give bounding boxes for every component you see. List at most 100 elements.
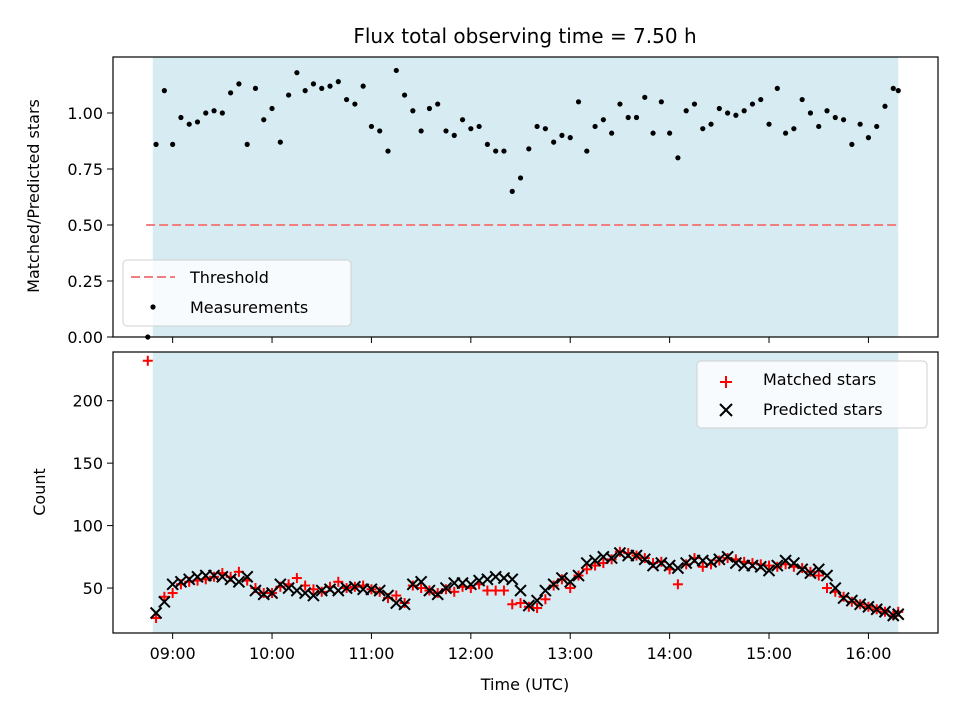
measurement-point xyxy=(824,108,830,114)
legend-threshold-label: Threshold xyxy=(189,268,269,287)
predicted-star-marker xyxy=(804,566,817,580)
predicted-star-marker xyxy=(613,546,627,560)
measurement-point xyxy=(625,114,631,121)
measurement-point xyxy=(642,94,648,100)
predicted-star-marker xyxy=(332,584,345,597)
bottom-y-axis-label: Count xyxy=(30,468,49,516)
measurement-point xyxy=(468,126,474,132)
measurement-point xyxy=(766,121,772,127)
measurement-point xyxy=(534,123,540,130)
predicted-star-marker xyxy=(605,551,618,565)
predicted-star-marker xyxy=(522,599,536,612)
predicted-star-marker xyxy=(638,553,651,566)
measurement-point xyxy=(517,175,524,181)
predicted-star-marker xyxy=(423,584,436,597)
matched-star-marker xyxy=(581,564,592,575)
measurement-point xyxy=(426,105,433,112)
predicted-star-marker xyxy=(754,560,767,574)
matched-star-marker xyxy=(507,599,518,610)
measurement-point xyxy=(882,103,888,109)
predicted-star-marker xyxy=(663,559,676,572)
predicted-star-marker xyxy=(646,559,660,572)
predicted-star-marker xyxy=(729,556,743,570)
matched-star-marker xyxy=(333,576,344,587)
measurement-point xyxy=(360,83,366,89)
predicted-star-marker xyxy=(182,573,196,586)
predicted-star-marker xyxy=(721,550,734,564)
matched-star-marker xyxy=(151,613,162,624)
predicted-star-marker xyxy=(862,600,875,613)
measurement-point xyxy=(244,141,250,147)
measurement-point xyxy=(261,117,267,123)
measurement-point xyxy=(667,130,673,136)
measurement-point xyxy=(799,96,805,103)
measurement-point xyxy=(335,79,341,85)
matched-star-marker xyxy=(540,594,551,605)
predicted-star-marker xyxy=(762,564,776,577)
y-tick-label: 0.25 xyxy=(67,272,103,291)
predicted-star-points xyxy=(149,546,905,622)
matched-star-marker xyxy=(391,590,402,601)
measurement-point xyxy=(874,123,880,130)
predicted-star-marker xyxy=(588,554,602,567)
measurement-point xyxy=(319,85,325,91)
measurement-point xyxy=(302,88,308,94)
legend-predicted-swatch xyxy=(719,403,733,417)
matched-star-marker xyxy=(167,588,178,599)
measurement-point xyxy=(791,126,797,132)
measurement-point xyxy=(807,110,814,116)
matched-star-marker xyxy=(498,585,509,596)
matched-star-marker xyxy=(590,560,601,571)
measurement-point xyxy=(840,117,847,123)
predicted-star-marker xyxy=(506,573,519,586)
measurement-point xyxy=(393,67,399,74)
predicted-star-marker xyxy=(812,563,825,576)
measurement-point xyxy=(161,88,167,94)
measurement-point xyxy=(749,101,756,107)
measurement-point xyxy=(617,101,623,107)
predicted-star-marker xyxy=(149,606,163,620)
predicted-star-marker xyxy=(166,578,179,591)
predicted-star-marker xyxy=(348,580,362,593)
x-tick-label: 11:00 xyxy=(348,644,394,663)
predicted-star-marker xyxy=(837,591,850,605)
measurement-point xyxy=(600,117,606,123)
measurement-point xyxy=(700,126,706,132)
measurement-point xyxy=(252,85,259,91)
measurement-point xyxy=(484,141,490,147)
matched-star-marker xyxy=(672,579,683,590)
chart-title: Flux total observing time = 7.50 h xyxy=(353,24,696,48)
measurement-point xyxy=(186,121,192,127)
measurement-point xyxy=(153,141,159,147)
measurement-point xyxy=(401,92,408,98)
predicted-star-marker xyxy=(398,598,411,611)
y-tick-label: 0.00 xyxy=(67,328,103,347)
measurement-point xyxy=(725,110,731,116)
predicted-star-marker xyxy=(820,569,834,582)
predicted-star-marker xyxy=(771,559,784,572)
measurement-point xyxy=(890,85,896,91)
measurement-point xyxy=(592,123,598,130)
measurement-point xyxy=(435,101,441,107)
measurement-point xyxy=(733,112,739,118)
predicted-star-marker xyxy=(174,575,188,589)
matched-star-marker xyxy=(565,583,576,594)
top-legend-box xyxy=(122,259,352,327)
predicted-star-marker xyxy=(630,549,643,562)
legend-matched-swatch xyxy=(720,376,732,388)
predicted-star-marker xyxy=(787,556,801,570)
matched-star-marker xyxy=(764,560,775,571)
measurement-point xyxy=(708,121,714,127)
predicted-star-marker xyxy=(580,556,594,570)
bottom-legend: Matched stars Predicted stars xyxy=(696,360,928,429)
x-tick-label: 09:00 xyxy=(150,644,196,663)
legend-predicted-label: Predicted stars xyxy=(763,400,883,419)
measurement-point xyxy=(236,81,242,87)
y-tick-label: 0.75 xyxy=(67,160,103,179)
predicted-star-marker xyxy=(555,571,569,585)
matched-star-marker xyxy=(159,591,170,602)
measurement-point xyxy=(385,148,391,154)
matched-star-marker xyxy=(142,355,153,366)
measurement-point xyxy=(691,101,698,107)
predicted-star-marker xyxy=(870,603,883,616)
